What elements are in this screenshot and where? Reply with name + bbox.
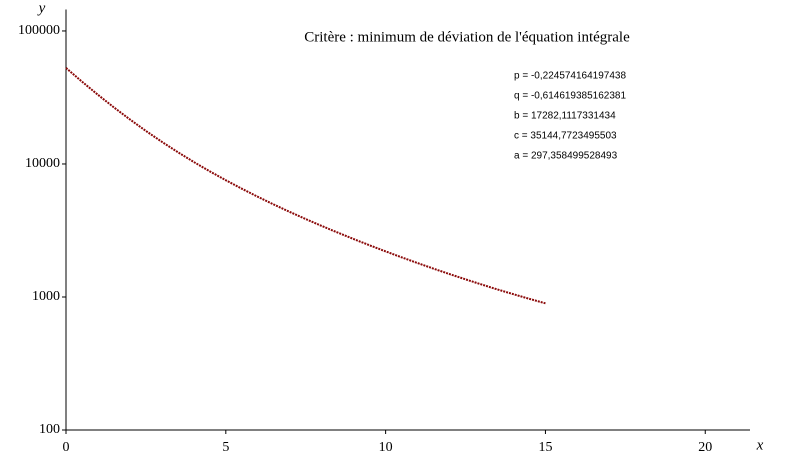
y-tick-label: 100000 xyxy=(18,23,60,38)
x-tick-label: 15 xyxy=(538,440,552,455)
y-tick-label: 100 xyxy=(39,422,60,437)
annotation: c = 35144,7723495503 xyxy=(514,131,617,142)
annotation: q = -0,614619385162381 xyxy=(514,91,626,102)
annotation: a = 297,358499528493 xyxy=(514,151,618,162)
line-series xyxy=(65,67,546,305)
x-tick-label: 0 xyxy=(63,440,70,455)
x-tick-label: 5 xyxy=(222,440,229,455)
y-axis-label: y xyxy=(37,0,46,16)
x-tick-label: 20 xyxy=(698,440,712,455)
annotation: b = 17282,1117331434 xyxy=(514,111,616,122)
y-tick-label: 1000 xyxy=(32,289,60,304)
y-tick-label: 10000 xyxy=(25,156,60,171)
annotation: p = -0,224574164197438 xyxy=(514,71,626,82)
chart-title: Critère : minimum de déviation de l'équa… xyxy=(304,29,630,45)
x-tick-label: 10 xyxy=(379,440,393,455)
x-axis-label: x xyxy=(756,437,764,453)
